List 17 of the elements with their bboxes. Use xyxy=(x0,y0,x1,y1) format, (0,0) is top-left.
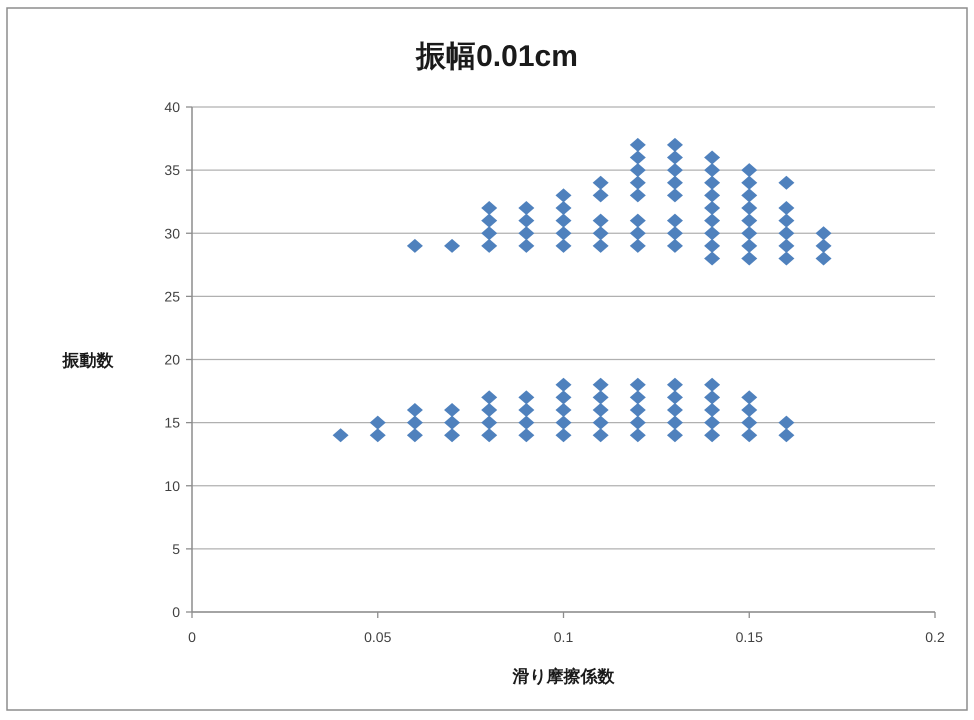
y-tick-label: 10 xyxy=(164,478,180,494)
y-tick-label: 5 xyxy=(172,540,180,557)
y-tick-label: 25 xyxy=(164,288,180,304)
y-tick-label: 35 xyxy=(164,162,180,178)
x-tick-label: 0.2 xyxy=(925,629,945,645)
x-axis-title: 滑り摩擦係数 xyxy=(512,667,616,686)
chart-title: 振幅0.01cm xyxy=(415,40,578,73)
y-tick-label: 40 xyxy=(164,99,180,115)
y-tick-label: 20 xyxy=(164,352,180,368)
x-tick-label: 0.15 xyxy=(736,629,764,645)
x-tick-label: 0.1 xyxy=(554,629,574,645)
y-tick-label: 30 xyxy=(164,225,180,242)
y-tick-label: 15 xyxy=(164,414,180,431)
y-tick-label: 0 xyxy=(172,604,180,620)
y-axis-title: 振動数 xyxy=(62,351,114,370)
x-tick-label: 0 xyxy=(188,629,196,645)
x-tick-label: 0.05 xyxy=(364,629,392,645)
